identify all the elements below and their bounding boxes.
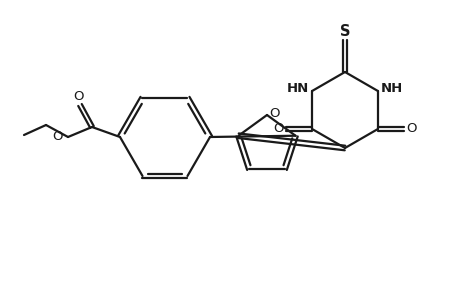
Text: O: O bbox=[53, 130, 63, 142]
Text: S: S bbox=[339, 23, 349, 38]
Text: O: O bbox=[269, 106, 280, 119]
Text: O: O bbox=[272, 122, 283, 134]
Text: HN: HN bbox=[286, 82, 308, 94]
Text: O: O bbox=[406, 122, 416, 134]
Text: NH: NH bbox=[380, 82, 402, 94]
Text: O: O bbox=[73, 89, 84, 103]
